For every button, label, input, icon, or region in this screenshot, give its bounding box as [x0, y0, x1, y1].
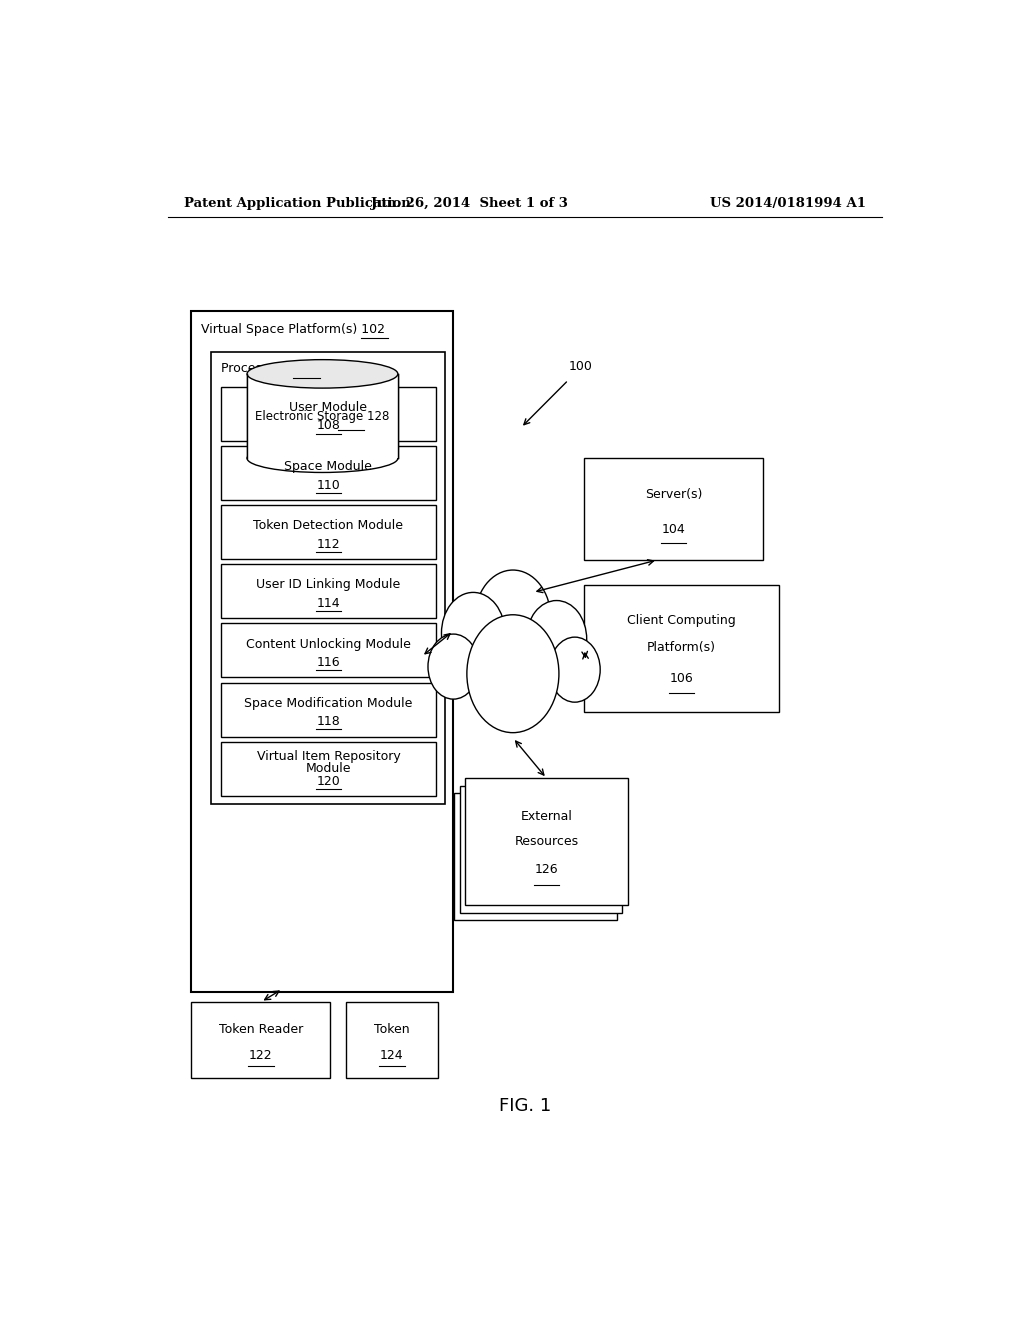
Circle shape	[550, 638, 600, 702]
FancyBboxPatch shape	[455, 792, 616, 920]
FancyBboxPatch shape	[221, 623, 436, 677]
FancyBboxPatch shape	[346, 1002, 437, 1078]
Circle shape	[526, 601, 587, 677]
Text: 126: 126	[535, 863, 558, 876]
Text: Platform(s): Platform(s)	[647, 642, 716, 653]
FancyBboxPatch shape	[221, 682, 436, 737]
Text: External: External	[520, 810, 572, 822]
Text: Token Detection Module: Token Detection Module	[253, 519, 403, 532]
FancyBboxPatch shape	[585, 458, 763, 560]
Text: User Module: User Module	[290, 401, 368, 414]
Circle shape	[467, 615, 559, 733]
Text: Processor(s) 130: Processor(s) 130	[221, 362, 325, 375]
Text: Content Unlocking Module: Content Unlocking Module	[246, 638, 411, 651]
FancyBboxPatch shape	[221, 506, 436, 560]
FancyBboxPatch shape	[221, 387, 436, 441]
Text: User ID Linking Module: User ID Linking Module	[256, 578, 400, 591]
Text: Client Computing: Client Computing	[627, 614, 736, 627]
Text: Token Reader: Token Reader	[219, 1023, 303, 1036]
Text: Module: Module	[305, 762, 351, 775]
Text: 116: 116	[316, 656, 340, 669]
FancyBboxPatch shape	[585, 585, 778, 713]
Ellipse shape	[247, 359, 397, 388]
FancyBboxPatch shape	[191, 312, 454, 991]
Text: 114: 114	[316, 597, 340, 610]
Text: 110: 110	[316, 479, 340, 491]
Text: 122: 122	[249, 1049, 272, 1061]
Text: 112: 112	[316, 537, 340, 550]
Text: 108: 108	[316, 420, 340, 433]
Text: FIG. 1: FIG. 1	[499, 1097, 551, 1114]
Ellipse shape	[247, 444, 397, 473]
Text: Virtual Space Platform(s) 102: Virtual Space Platform(s) 102	[201, 322, 385, 335]
Text: Virtual Item Repository: Virtual Item Repository	[256, 750, 400, 763]
Bar	[247, 374, 397, 458]
Text: Resources: Resources	[515, 836, 579, 849]
Text: Space Modification Module: Space Modification Module	[244, 697, 413, 710]
Circle shape	[475, 570, 551, 668]
FancyBboxPatch shape	[221, 446, 436, 500]
FancyBboxPatch shape	[191, 1002, 331, 1078]
Text: Space Module: Space Module	[285, 461, 373, 473]
Text: Jun. 26, 2014  Sheet 1 of 3: Jun. 26, 2014 Sheet 1 of 3	[371, 197, 567, 210]
Text: 120: 120	[316, 775, 340, 788]
FancyBboxPatch shape	[221, 565, 436, 618]
Text: Server(s): Server(s)	[645, 488, 702, 502]
Text: Patent Application Publication: Patent Application Publication	[183, 197, 411, 210]
Text: Electronic Storage 128: Electronic Storage 128	[255, 409, 389, 422]
FancyBboxPatch shape	[211, 351, 445, 804]
Text: 106: 106	[670, 672, 693, 685]
Text: 100: 100	[568, 360, 592, 374]
Circle shape	[428, 634, 479, 700]
Text: US 2014/0181994 A1: US 2014/0181994 A1	[710, 197, 866, 210]
Text: Token: Token	[374, 1023, 410, 1036]
Text: 124: 124	[380, 1049, 403, 1061]
FancyBboxPatch shape	[460, 785, 623, 912]
Text: 104: 104	[662, 523, 685, 536]
Text: 118: 118	[316, 715, 340, 727]
Circle shape	[441, 593, 505, 673]
FancyBboxPatch shape	[465, 779, 628, 906]
FancyBboxPatch shape	[221, 742, 436, 796]
